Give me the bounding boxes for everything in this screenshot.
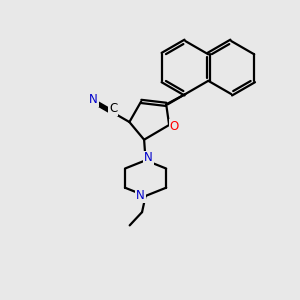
- Text: C: C: [109, 102, 117, 115]
- Text: O: O: [170, 120, 179, 133]
- Text: N: N: [136, 189, 145, 203]
- Text: N: N: [144, 152, 153, 164]
- Text: N: N: [89, 93, 98, 106]
